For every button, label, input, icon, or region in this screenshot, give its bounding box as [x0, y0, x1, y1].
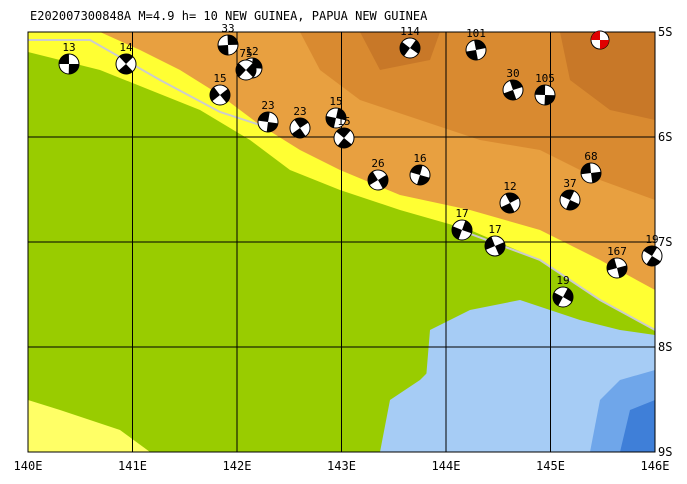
compression-quadrant: [218, 34, 238, 56]
lat-label: 8S: [658, 340, 672, 354]
compression-quadrant: [325, 108, 346, 128]
depth-label: 23: [293, 105, 306, 118]
focal-mechanism: 19: [552, 274, 574, 308]
focal-mechanism: 17: [451, 207, 473, 241]
compression-quadrant: [552, 288, 574, 306]
lat-label: 6S: [658, 130, 672, 144]
depth-label: 101: [466, 27, 486, 40]
depth-label: 12: [503, 180, 516, 193]
map-title: E202007300848A M=4.9 h= 10 NEW GUINEA, P…: [30, 9, 428, 23]
depth-label: 19: [556, 274, 569, 287]
depth-label: 16: [413, 152, 426, 165]
focal-mechanism: 16: [409, 152, 431, 186]
lon-label: 142E: [223, 459, 252, 473]
events: 13 14 12 15 23 23 15 26 16 12 17 17 37 30 19 167 19 101 11…: [58, 22, 663, 308]
lat-label: 7S: [658, 235, 672, 249]
depth-label: 33: [221, 22, 234, 35]
lon-label: 141E: [118, 459, 147, 473]
focal-mechanism: 33: [217, 22, 239, 56]
compression-quadrant: [235, 62, 257, 78]
depth-label: 19: [645, 233, 658, 246]
compression-quadrant: [560, 190, 580, 211]
depth-label: 75: [239, 47, 252, 60]
compression-quadrant: [606, 258, 628, 278]
focal-mechanism: 15: [209, 72, 231, 106]
focal-mechanism: 19: [641, 233, 663, 267]
depth-label: 37: [563, 177, 576, 190]
focal-mechanism: 101: [465, 27, 487, 61]
focal-mechanism: 13: [58, 41, 80, 75]
depth-label: 17: [488, 223, 501, 236]
compression-quadrant: [535, 84, 555, 106]
depth-label: 30: [506, 67, 519, 80]
compression-quadrant: [58, 54, 79, 75]
compression-quadrant: [451, 220, 472, 240]
depth-label: 15: [329, 95, 342, 108]
compression-quadrant: [336, 127, 352, 148]
focal-mechanism: 23: [257, 99, 279, 133]
focal-mechanism: 15: [333, 115, 355, 149]
compression-quadrant: [581, 163, 601, 183]
lon-label: 145E: [536, 459, 565, 473]
focal-mechanism: 114: [399, 25, 421, 59]
focal-mechanism: 17: [484, 223, 506, 257]
depth-label: 17: [455, 207, 468, 220]
depth-label: 105: [535, 72, 555, 85]
lat-label: 5S: [658, 25, 672, 39]
depth-label: 13: [62, 41, 75, 54]
depth-label: 167: [607, 245, 627, 258]
focal-mechanism: 105: [534, 72, 556, 106]
lon-label: 144E: [432, 459, 461, 473]
compression-quadrant: [501, 192, 519, 213]
compression-quadrant: [118, 54, 134, 74]
depth-label: 15: [213, 72, 226, 85]
focal-mechanism: 12: [499, 180, 521, 214]
compression-quadrant: [591, 31, 609, 49]
focal-mechanism: 15: [325, 95, 347, 129]
depth-label: 15: [337, 115, 350, 128]
compression-quadrant: [485, 236, 506, 256]
focal-mechanism: 75: [235, 47, 257, 81]
lat-label: 9S: [658, 445, 672, 459]
compression-quadrant: [209, 87, 231, 103]
target-event: [590, 30, 610, 50]
focal-mechanism: 30: [502, 67, 524, 101]
lon-label: 140E: [14, 459, 43, 473]
depth-label: 68: [584, 150, 597, 163]
lon-label: 143E: [327, 459, 356, 473]
lon-label: 146E: [641, 459, 670, 473]
compression-quadrant: [643, 246, 661, 266]
compression-quadrant: [466, 40, 486, 60]
depth-label: 26: [371, 157, 384, 170]
compression-quadrant: [291, 117, 309, 138]
depth-label: 23: [261, 99, 274, 112]
focal-mechanism: 26: [367, 157, 389, 191]
compression-quadrant: [400, 39, 421, 57]
focal-mechanism: 68: [580, 150, 602, 184]
focal-mechanism: 14: [115, 41, 137, 75]
compression-quadrant: [503, 79, 523, 100]
map-frame: [27, 31, 656, 453]
compression-quadrant: [258, 111, 278, 132]
focal-mechanism: 167: [606, 245, 628, 279]
focal-mechanism: 37: [559, 177, 581, 211]
depth-label: 14: [119, 41, 133, 54]
depth-label: 12: [245, 45, 258, 58]
compression-quadrant: [410, 165, 430, 185]
depth-label: 114: [400, 25, 420, 38]
focal-mechanism: 23: [289, 105, 311, 139]
compression-quadrant: [367, 171, 389, 189]
